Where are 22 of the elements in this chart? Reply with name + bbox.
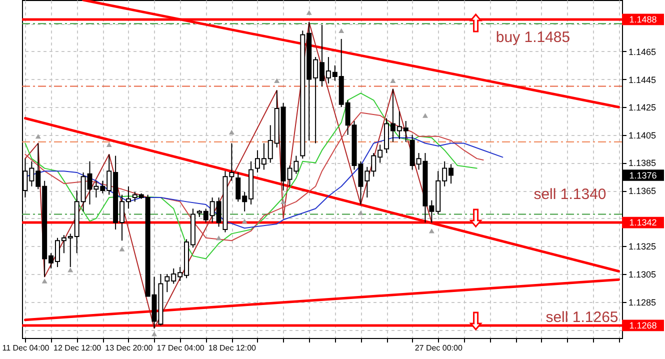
y-tick-label: 1.1365 xyxy=(628,186,656,196)
y-tick-label: 1.1465 xyxy=(628,46,656,57)
ref-line-label: 1.1268 xyxy=(629,320,657,330)
x-tick-label: 11 Dec 04:00 xyxy=(2,344,50,352)
y-tick-label: 1.1445 xyxy=(628,74,656,85)
ref-line-label: 1.1488 xyxy=(629,14,657,24)
annotation: buy 1.1485 xyxy=(496,29,570,46)
annotation: sell 1.1340 xyxy=(534,186,606,203)
x-tick-label: 17 Dec 04:00 xyxy=(156,344,205,352)
y-tick-label: 1.1385 xyxy=(628,158,656,168)
annotation: sell 1.1265 xyxy=(546,309,618,326)
x-tick-label: 27 Dec 00:00 xyxy=(414,344,463,352)
x-tick-label: 13 Dec 20:00 xyxy=(105,344,154,352)
text: 1.1376 xyxy=(629,170,657,180)
y-tick-label: 1.1405 xyxy=(628,130,656,140)
y-tick-label: 1.1325 xyxy=(628,242,656,252)
x-tick-label: 12 Dec 12:00 xyxy=(54,344,102,352)
x-tick-label: 18 Dec 12:00 xyxy=(208,344,257,352)
y-tick-label: 1.1305 xyxy=(628,270,656,280)
y-tick-label: 1.1425 xyxy=(628,102,656,113)
y-tick-label: 1.1285 xyxy=(628,297,656,308)
ref-line-label: 1.1342 xyxy=(629,218,657,228)
